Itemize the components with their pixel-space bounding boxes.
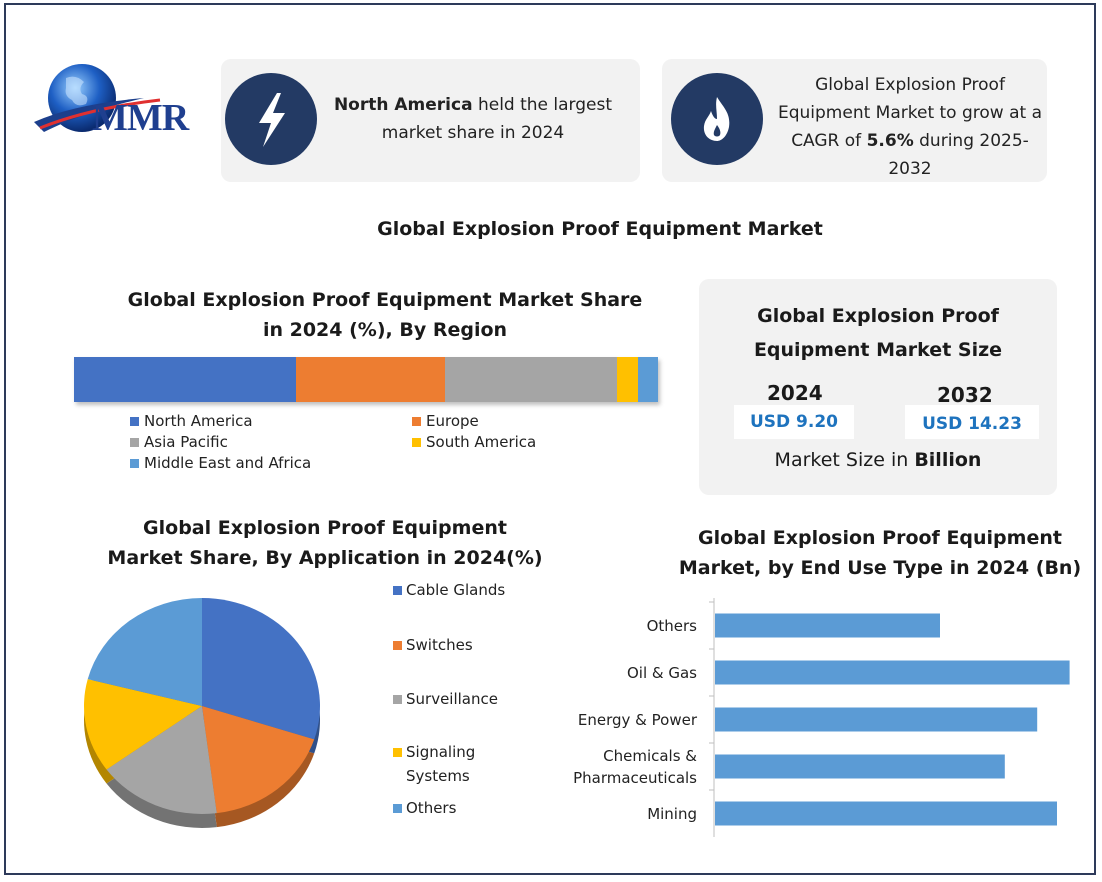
legend-swatch — [393, 804, 402, 813]
market-size-title: Global Explosion Proof Equipment Market … — [719, 299, 1037, 367]
enduse-bar-energy-power — [715, 707, 1038, 732]
enduse-chart-title-line2: Market, by End Use Type in 2024 (Bn) — [678, 557, 1082, 579]
region-chart-title-line2: in 2024 (%), By Region — [262, 319, 508, 341]
lightning-icon — [225, 73, 317, 165]
year-2032: 2032 — [937, 383, 993, 407]
legend-swatch — [130, 458, 139, 468]
enduse-bar-mining — [715, 801, 1057, 826]
highlight-card-region: North America held the largest market sh… — [221, 59, 640, 182]
market-size-title-line1: Global Explosion Proof — [757, 305, 999, 327]
region-legend-item: Asia Pacific — [130, 433, 228, 451]
region-highlight-line2: market share in 2024 — [381, 123, 565, 143]
pie-slice-signaling-systems — [84, 679, 202, 770]
region-highlight-text: North America held the largest market sh… — [323, 91, 623, 147]
year-2024: 2024 — [767, 381, 823, 405]
region-chart-title-line1: Global Explosion Proof Equipment Market … — [127, 289, 643, 311]
market-size-title-line2: Equipment Market Size — [753, 339, 1003, 361]
cagr-line3-post: during 2025-2032 — [888, 131, 1029, 179]
legend-label: North America — [144, 412, 253, 430]
region-bar-segment-south-america — [617, 357, 638, 402]
application-legend-item: Switches — [393, 633, 473, 657]
enduse-category-label: Energy & Power — [577, 710, 697, 729]
market-size-footer-bold: Billion — [914, 449, 982, 471]
outer-frame — [4, 3, 1096, 875]
pie-slice-others — [87, 598, 202, 706]
legend-swatch — [412, 416, 421, 426]
application-chart-title-line2: Market Share, By Application in 2024(%) — [107, 547, 543, 569]
logo-text: MMR — [92, 97, 189, 139]
highlight-card-cagr: Global Explosion Proof Equipment Market … — [662, 59, 1047, 182]
enduse-bar-chemicals-pharmaceuticals — [715, 754, 1005, 779]
region-bar-segment-asia-pacific — [444, 357, 618, 402]
mmr-logo: MMR — [26, 62, 206, 152]
region-stacked-bar — [74, 357, 658, 402]
region-legend-item: Middle East and Africa — [130, 454, 311, 472]
enduse-category-label: Mining — [647, 804, 697, 823]
region-bar-segment-north-america — [74, 357, 296, 402]
pie-slice-switches — [202, 706, 315, 814]
enduse-chart-title: Global Explosion Proof Equipment Market,… — [650, 523, 1102, 583]
region-legend-item: North America — [130, 412, 253, 430]
application-legend-item: Surveillance — [393, 687, 498, 711]
enduse-chart-title-line1: Global Explosion Proof Equipment — [698, 527, 1062, 549]
market-size-card: Global Explosion Proof Equipment Market … — [699, 279, 1057, 495]
region-chart-title: Global Explosion Proof Equipment Market … — [90, 285, 680, 345]
legend-label: Surveillance — [406, 690, 498, 708]
market-size-footer-pre: Market Size in — [774, 449, 915, 471]
region-highlight-rest: held the largest — [472, 95, 613, 115]
region-legend-item: South America — [412, 433, 536, 451]
cagr-line1: Global Explosion Proof — [815, 75, 1005, 95]
pie-slice-cable-glands — [202, 598, 320, 740]
legend-label: Asia Pacific — [144, 433, 228, 451]
legend-label: South America — [426, 433, 537, 451]
legend-label: Europe — [426, 412, 479, 430]
enduse-bar-others — [715, 613, 940, 638]
enduse-category-label: Chemicals & Pharmaceuticals — [573, 746, 697, 787]
flame-icon — [671, 73, 763, 165]
legend-swatch — [393, 748, 402, 757]
legend-swatch — [393, 695, 402, 704]
pie-slice-surveillance — [106, 706, 217, 814]
region-legend-item: Europe — [412, 412, 479, 430]
application-legend-item: Signaling Systems — [393, 740, 475, 788]
cagr-line3-pre: CAGR of — [791, 131, 867, 151]
enduse-bar-chart — [709, 598, 1070, 837]
legend-label: Others — [406, 799, 457, 817]
legend-swatch — [393, 586, 402, 595]
application-chart-title: Global Explosion Proof Equipment Market … — [80, 513, 570, 573]
globe-icon — [34, 64, 161, 132]
cagr-line2: Equipment Market to grow at a — [777, 103, 1042, 123]
region-bar-segment-europe — [295, 357, 445, 402]
enduse-bar-oil-gas — [715, 660, 1070, 685]
legend-label: Middle East and Africa — [144, 454, 312, 472]
market-size-footer: Market Size in Billion — [719, 449, 1037, 471]
value-2024: USD 9.20 — [734, 405, 854, 439]
application-legend-item: Others — [393, 796, 456, 820]
legend-label: Switches — [406, 636, 473, 654]
application-legend-item: Cable Glands — [393, 578, 505, 602]
value-2032: USD 14.23 — [905, 405, 1039, 439]
legend-label: Systems — [406, 767, 470, 785]
main-title: Global Explosion Proof Equipment Market — [377, 218, 823, 240]
region-bar-segment-middle-east-and-africa — [637, 357, 658, 402]
cagr-value: 5.6% — [866, 131, 914, 151]
legend-label: Cable Glands — [406, 581, 506, 599]
application-pie-chart — [84, 598, 320, 828]
legend-swatch — [393, 641, 402, 650]
region-highlight-bold: North America — [333, 95, 473, 115]
legend-label: Signaling — [406, 743, 476, 761]
legend-swatch — [412, 437, 421, 447]
application-chart-title-line1: Global Explosion Proof Equipment — [143, 517, 507, 539]
enduse-category-label: Others — [646, 616, 697, 635]
legend-swatch — [130, 437, 139, 447]
enduse-category-label: Oil & Gas — [626, 663, 697, 682]
legend-swatch — [130, 416, 139, 426]
cagr-highlight-text: Global Explosion Proof Equipment Market … — [770, 71, 1050, 183]
